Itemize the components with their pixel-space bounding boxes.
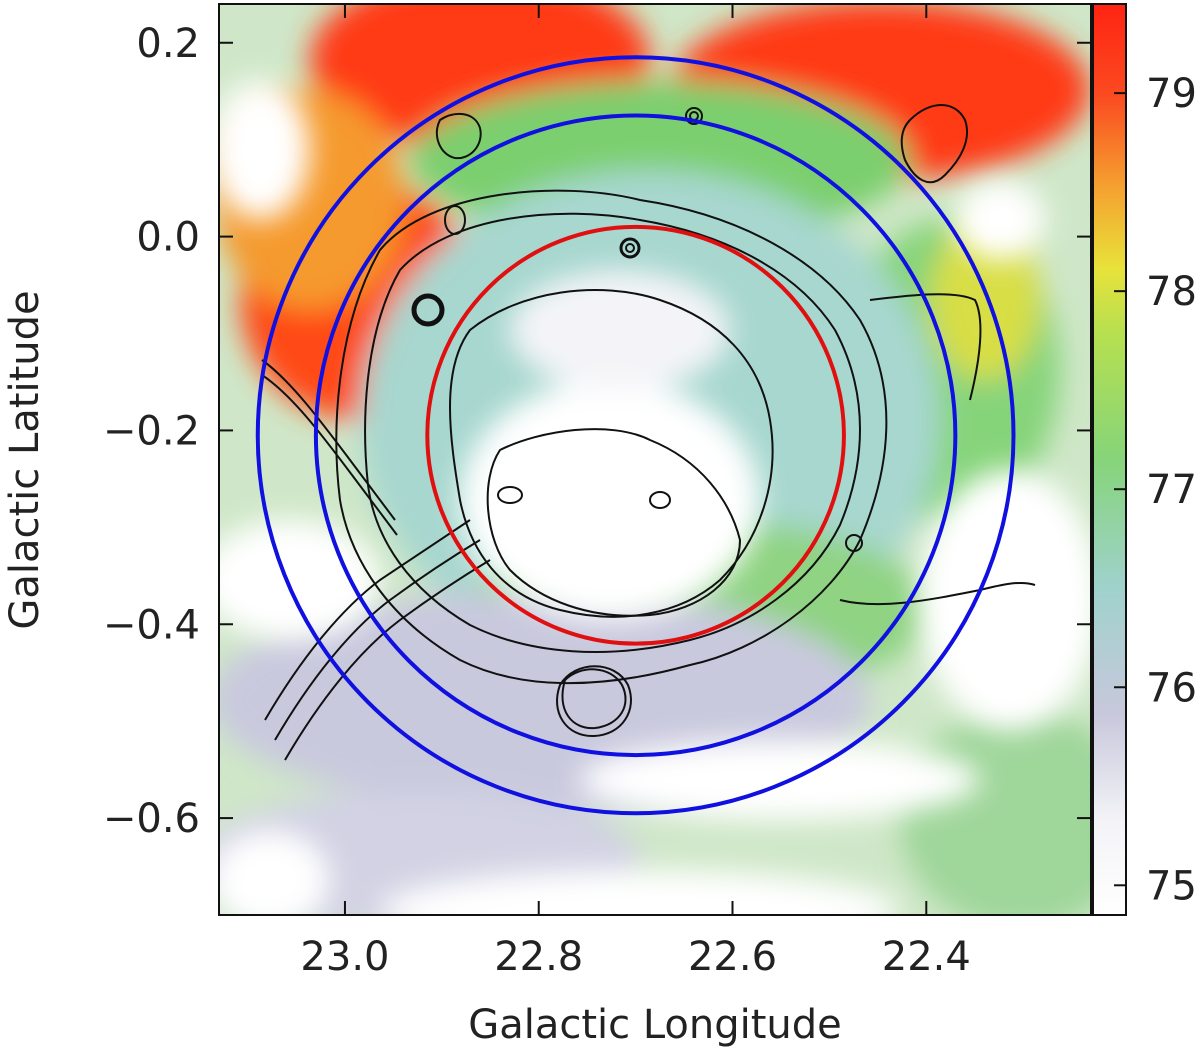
contour-southeast-filament-2 xyxy=(274,539,481,741)
overlay-circle-blue-2 xyxy=(255,55,1016,816)
overlay-circle-blue-1 xyxy=(313,113,958,758)
contour-shell-outer xyxy=(335,189,888,685)
map-region-bottom-left-white xyxy=(219,830,330,915)
y-axis: 0.2 0.0 −0.2 −0.4 −0.6 xyxy=(103,21,1091,842)
map-region-west-yellow xyxy=(930,220,1040,380)
contour-point-source-east xyxy=(411,293,445,327)
contour-west-arc xyxy=(869,293,982,401)
contour-shell-mid xyxy=(364,212,861,653)
colorbar-tick-label: 76 xyxy=(1146,665,1197,711)
map-region-inner-cavity xyxy=(460,380,760,620)
y-tick-label: −0.6 xyxy=(103,796,200,842)
map-region-south-white xyxy=(580,740,980,820)
contour-east-filament xyxy=(261,359,396,521)
contour-lines xyxy=(261,104,1036,761)
contour-point-source-top xyxy=(685,107,703,125)
x-tick-label: 22.8 xyxy=(494,934,583,980)
map-region-southeast-white xyxy=(219,520,380,640)
contour-small-blob-3 xyxy=(444,205,466,235)
map-region-southwest-white xyxy=(920,470,1091,730)
contour-point-source-north xyxy=(619,237,641,259)
contour-south-blob xyxy=(561,668,627,730)
x-axis-title: Galactic Longitude xyxy=(468,1002,842,1048)
heatmap-area xyxy=(219,4,1091,915)
contour-small-blob-1 xyxy=(649,491,671,509)
colorbar-tick-label: 75 xyxy=(1146,863,1197,909)
contour-southeast-filament-3 xyxy=(284,559,491,761)
y-tick-label: −0.2 xyxy=(103,408,200,454)
colorbar-frame xyxy=(1092,3,1127,916)
overlay-circles xyxy=(255,55,1016,816)
map-region-inner-cavity-north xyxy=(510,270,730,390)
x-tick-label: 22.4 xyxy=(882,934,971,980)
contour-point-source-north-2 xyxy=(625,243,635,253)
y-tick-label: −0.4 xyxy=(103,602,200,648)
plot-frame xyxy=(218,3,1092,916)
colorbar-axis: 79 78 77 76 75 xyxy=(1114,71,1197,909)
contour-north-patch xyxy=(435,112,482,160)
contour-small-blob-2 xyxy=(497,486,523,504)
y-tick-label: 0.2 xyxy=(136,21,200,67)
contour-south-blob-2 xyxy=(556,665,632,738)
map-region-northwest-white xyxy=(955,180,1045,260)
colorbar-tick-label: 78 xyxy=(1146,269,1197,315)
colorbar-gradient xyxy=(1093,4,1126,915)
contour-southwest-arc xyxy=(839,581,1036,606)
colorbar-tick-label: 79 xyxy=(1146,71,1197,117)
colorbar-tick-label: 77 xyxy=(1146,467,1197,513)
contour-northwest-patch xyxy=(900,104,969,184)
map-region-bottom-white xyxy=(380,870,900,915)
y-axis-title: Galactic Latitude xyxy=(2,290,48,629)
contour-cavity xyxy=(486,428,742,617)
contour-point-source-west xyxy=(845,534,863,552)
map-region-northeast-white xyxy=(219,80,310,220)
x-tick-label: 23.0 xyxy=(300,934,389,980)
contour-east-filament-2 xyxy=(261,374,398,536)
contour-shell-inner xyxy=(449,289,774,618)
overlay-circle-red xyxy=(425,224,846,646)
y-tick-label: 0.0 xyxy=(136,215,200,261)
contour-southeast-filament xyxy=(264,519,471,721)
x-tick-label: 22.6 xyxy=(688,934,777,980)
x-axis: 23.0 22.8 22.6 22.4 xyxy=(300,4,971,980)
